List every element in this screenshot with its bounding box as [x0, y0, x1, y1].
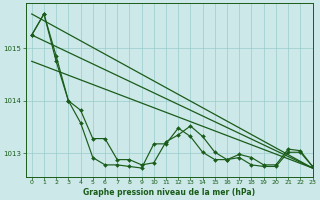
X-axis label: Graphe pression niveau de la mer (hPa): Graphe pression niveau de la mer (hPa): [83, 188, 255, 197]
